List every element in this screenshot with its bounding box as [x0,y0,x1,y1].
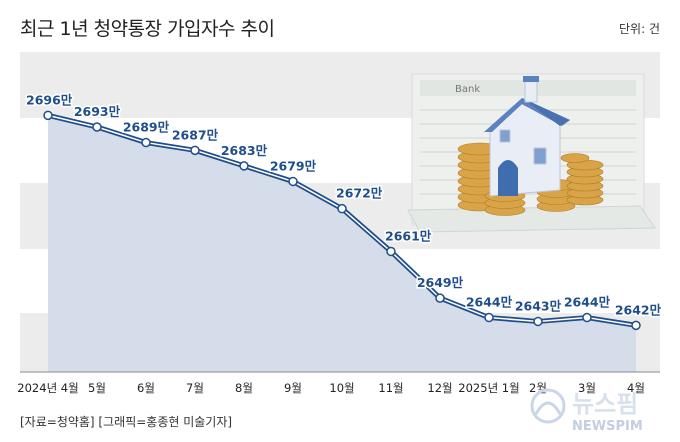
unit-label: 단위: 건 [619,22,660,36]
x-tick-label: 11월 [378,381,403,395]
house-coins-illustration: Bank [407,73,656,233]
data-label: 2643만 [515,298,562,313]
x-tick-label: 2024년 4월 [17,381,78,395]
x-tick-label: 10월 [329,381,354,395]
data-point [533,316,543,327]
data-label: 2679만 [270,158,317,173]
data-label: 2689만 [123,120,170,135]
data-point [386,246,396,257]
data-label: 2683만 [221,143,268,158]
data-label: 2661만 [385,228,432,243]
data-point [43,110,53,121]
data-label: 2649만 [417,275,464,290]
newspim-logo: 뉴스핌 NEWSPIM [530,388,643,434]
data-points [43,110,641,331]
data-point [582,312,592,323]
data-point [435,293,445,303]
data-point [190,145,200,156]
area-fill [48,115,636,372]
x-tick-label: 8월 [235,381,253,395]
x-tick-label: 5월 [88,381,106,395]
svg-text:뉴스핌: 뉴스핌 [572,390,638,418]
x-tick-label: 4월 [627,381,645,395]
data-label: 2642만 [615,302,662,317]
x-tick-label: 3월 [578,381,596,395]
x-tick-label: 6월 [137,381,155,395]
ledger-title: Bank [455,84,480,95]
data-label: 2644만 [466,295,513,310]
data-point [141,137,151,148]
data-label: 2687만 [172,127,219,142]
data-point [239,161,249,171]
data-label: 2672만 [336,186,383,201]
data-point [631,320,641,331]
data-label: 2644만 [564,295,611,310]
data-point [288,176,298,187]
source-credit: [자료=청약홈] [그래픽=홍종현 미술기자] [20,415,233,429]
x-tick-label: 7월 [186,381,204,395]
svg-text:NEWSPIM: NEWSPIM [572,419,643,434]
data-point [337,203,347,214]
data-label: 2696만 [26,92,73,107]
chart-title: 최근 1년 청약통장 가입자수 추이 [20,18,275,40]
x-tick-label: 2025년 1월 [458,381,519,395]
data-point [484,312,494,323]
x-tick-label: 9월 [284,381,302,395]
data-point [92,122,102,132]
x-tick-label: 12월 [427,381,452,395]
data-label: 2693만 [74,104,121,119]
